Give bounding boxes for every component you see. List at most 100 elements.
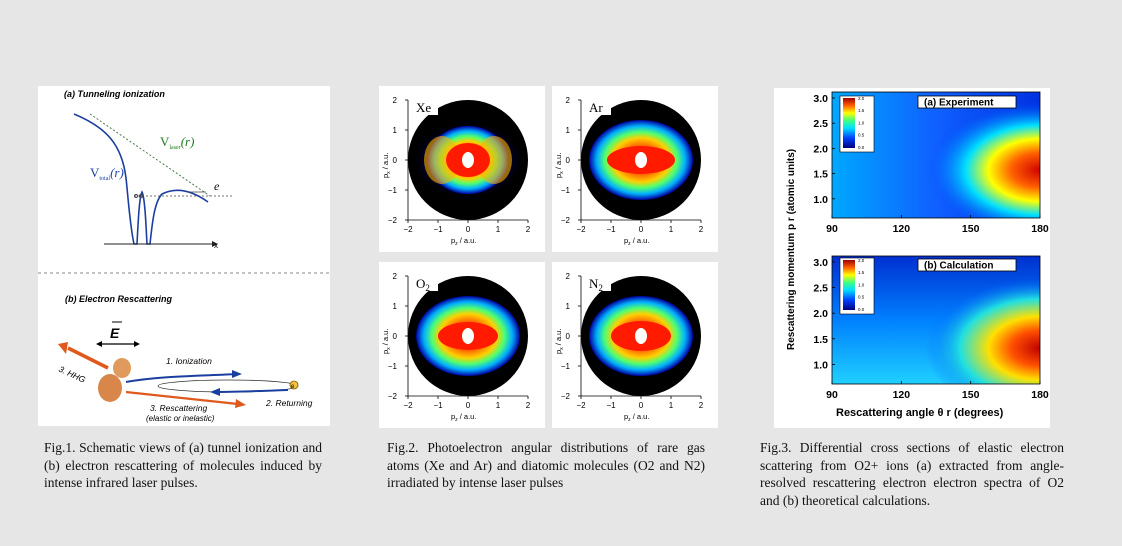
laser-potential-line (89, 113, 211, 197)
step3-label: 3. Rescattering (150, 403, 207, 413)
pad-x-tick-label: −2 (576, 401, 586, 410)
heatmap-y-tick-label: 2.5 (813, 283, 828, 295)
pad-label: Ar (589, 100, 603, 115)
pad-label: N2 (589, 276, 603, 293)
pad-x-tick-label: −2 (576, 225, 586, 234)
pad-label-box (587, 275, 611, 291)
colorbar-tick-label: 0.5 (858, 133, 865, 138)
fig3-ylabel: Rescattering momentum p r (atomic units) (786, 149, 797, 350)
fig3-caption: Fig.3. Differential cross sections of el… (760, 440, 1064, 508)
heatmap-y-tick-label: 1.5 (813, 169, 828, 181)
pad-x-tick-label: 0 (466, 225, 471, 234)
pad-center-hole (635, 328, 647, 344)
heatmap-x-tick-label: 90 (826, 389, 838, 401)
panel-b-label-box (917, 258, 1017, 272)
pad-y-tick-label: 1 (566, 126, 571, 135)
pad-label-box (414, 275, 438, 291)
fig2-panel-1: 2 1 0 −1 −2 −2 −1 0 1 2 pz / a.u. px / a.u. Ar (552, 86, 718, 252)
heatmap-x-tick-label: 120 (893, 389, 911, 401)
returning-arrow (213, 389, 289, 393)
pad-xlabel: pz / a.u. (624, 236, 649, 247)
pad-y-tick-label: −2 (561, 216, 571, 225)
heatmap-x-tick-label: 120 (893, 223, 911, 235)
pad-y-tick-label: −2 (388, 216, 398, 225)
colorbar-a-ticks: 2.0 1.5 1.0 0.5 0.0 (858, 96, 865, 150)
heatmap-frame (831, 255, 1041, 385)
fig1-caption: Fig.1. Schematic views of (a) tunnel ion… (44, 440, 322, 490)
pad-x-tick-label: 1 (496, 401, 501, 410)
pad-y-tick-label: 1 (566, 302, 571, 311)
hhg-label: 3. HHG (57, 364, 87, 385)
pad-x-tick-label: 2 (526, 225, 531, 234)
heatmap-y-tick-label: 1.0 (813, 194, 828, 206)
pad-x-tick-label: 2 (699, 401, 704, 410)
pad-y-tick-label: 2 (393, 96, 398, 105)
pad-x-tick-label: −2 (403, 225, 413, 234)
pad-lobe (424, 136, 460, 184)
fig1-panel: (a) Tunneling ionization x Vlaser(r) Vto… (38, 86, 330, 426)
heatmap-x-tick-label: 150 (962, 223, 980, 235)
colorbar-tick-label: 2.0 (858, 258, 865, 263)
fig1-diagram: (a) Tunneling ionization x Vlaser(r) Vto… (38, 89, 330, 423)
pad-y-tick-label: −1 (561, 362, 571, 371)
pad-xlabel: pz / a.u. (451, 412, 476, 423)
pad-x-tick-label: 1 (496, 225, 501, 234)
heatmap-x-tick-label: 180 (1031, 389, 1049, 401)
pad-label-box (587, 99, 611, 115)
pad-ylabel: px / a.u. (554, 153, 565, 178)
colorbar-a (843, 98, 855, 148)
molecule-atom (98, 374, 122, 402)
fig3-xlabel: Rescattering angle θ r (degrees) (836, 407, 1004, 419)
pad-plot: 2 1 0 −1 −2 −2 −1 0 1 2 pz / a.u. px / a.u. Xe (381, 96, 531, 247)
colorbar-tick-label: 1.5 (858, 108, 865, 113)
heatmap-x-tick-label: 150 (962, 389, 980, 401)
pad-y-tick-label: 0 (566, 156, 571, 165)
fig1-title-a: (a) Tunneling ionization (64, 89, 165, 99)
pad-plot: 2 1 0 −1 −2 −2 −1 0 1 2 pz / a.u. px / a.u. N2 (554, 272, 704, 423)
pad-plot: 2 1 0 −1 −2 −2 −1 0 1 2 pz / a.u. px / a.u. O2 (381, 272, 531, 423)
hhg-arrow (67, 346, 109, 370)
pad-x-tick-label: 2 (699, 225, 704, 234)
molecule-atom (113, 358, 131, 378)
fig3-heatmaps: (a) Experiment 2.0 1.5 1.0 0.5 0.0 (b) Calcu… (786, 91, 1049, 419)
rescattering-arrow (125, 390, 239, 406)
pad-xlabel: pz / a.u. (624, 412, 649, 423)
colorbar-tick-label: 1.5 (858, 270, 865, 275)
fig3-axes: 3.0 2.5 2.0 1.5 1.0 90 120 150 180 3.0 2.5 2.0 1.5 1.… (813, 91, 1049, 401)
pad-center-hole (635, 152, 647, 168)
colorbar-tick-label: 0.0 (858, 307, 865, 312)
pad-label: Xe (416, 100, 431, 115)
electron-label-a: e (214, 179, 220, 193)
electron-label-b: e (291, 384, 295, 390)
fig2-caption-text: Fig.2. Photoelectron angular distributio… (387, 440, 705, 490)
fig2-caption: Fig.2. Photoelectron angular distributio… (387, 439, 705, 492)
fig1-title-b: (b) Electron Rescattering (65, 294, 173, 304)
field-label: E (110, 325, 120, 341)
pad-y-tick-label: −2 (388, 392, 398, 401)
pad-y-tick-label: 2 (393, 272, 398, 281)
heatmap-y-tick-label: 2.0 (813, 143, 828, 155)
fig2-panel-2: 2 1 0 −1 −2 −2 −1 0 1 2 pz / a.u. px / a.u. O2 (379, 262, 545, 428)
ionization-arrow (125, 373, 239, 383)
energy-level-dot (139, 194, 143, 198)
pad-y-tick-label: 2 (566, 272, 571, 281)
colorbar-tick-label: 0.5 (858, 295, 865, 300)
fig3-panel: (a) Experiment 2.0 1.5 1.0 0.5 0.0 (b) Calcu… (774, 88, 1050, 428)
electron-dot (289, 380, 299, 390)
pad-y-tick-label: −2 (561, 392, 571, 401)
pad-ylabel: px / a.u. (554, 329, 565, 354)
colorbar-tick-label: 2.0 (858, 96, 865, 101)
heatmap-x-tick-label: 90 (826, 223, 838, 235)
pad-ylabel: px / a.u. (381, 329, 392, 354)
pad-x-tick-label: 1 (669, 225, 674, 234)
heatmap-y-tick-label: 1.5 (813, 334, 828, 346)
step2-label: 2. Returning (265, 398, 313, 408)
fig2-panel-3: 2 1 0 −1 −2 −2 −1 0 1 2 pz / a.u. px / a.u. N2 (552, 262, 718, 428)
pad-x-tick-label: −2 (403, 401, 413, 410)
pad-y-tick-label: 2 (566, 96, 571, 105)
v-laser-label: Vlaser(r) (160, 134, 194, 151)
colorbar-tick-label: 1.0 (858, 282, 865, 287)
heatmap-y-tick-label: 3.0 (813, 93, 828, 105)
heatmap-frame (831, 91, 1041, 219)
pad-y-tick-label: −1 (388, 362, 398, 371)
